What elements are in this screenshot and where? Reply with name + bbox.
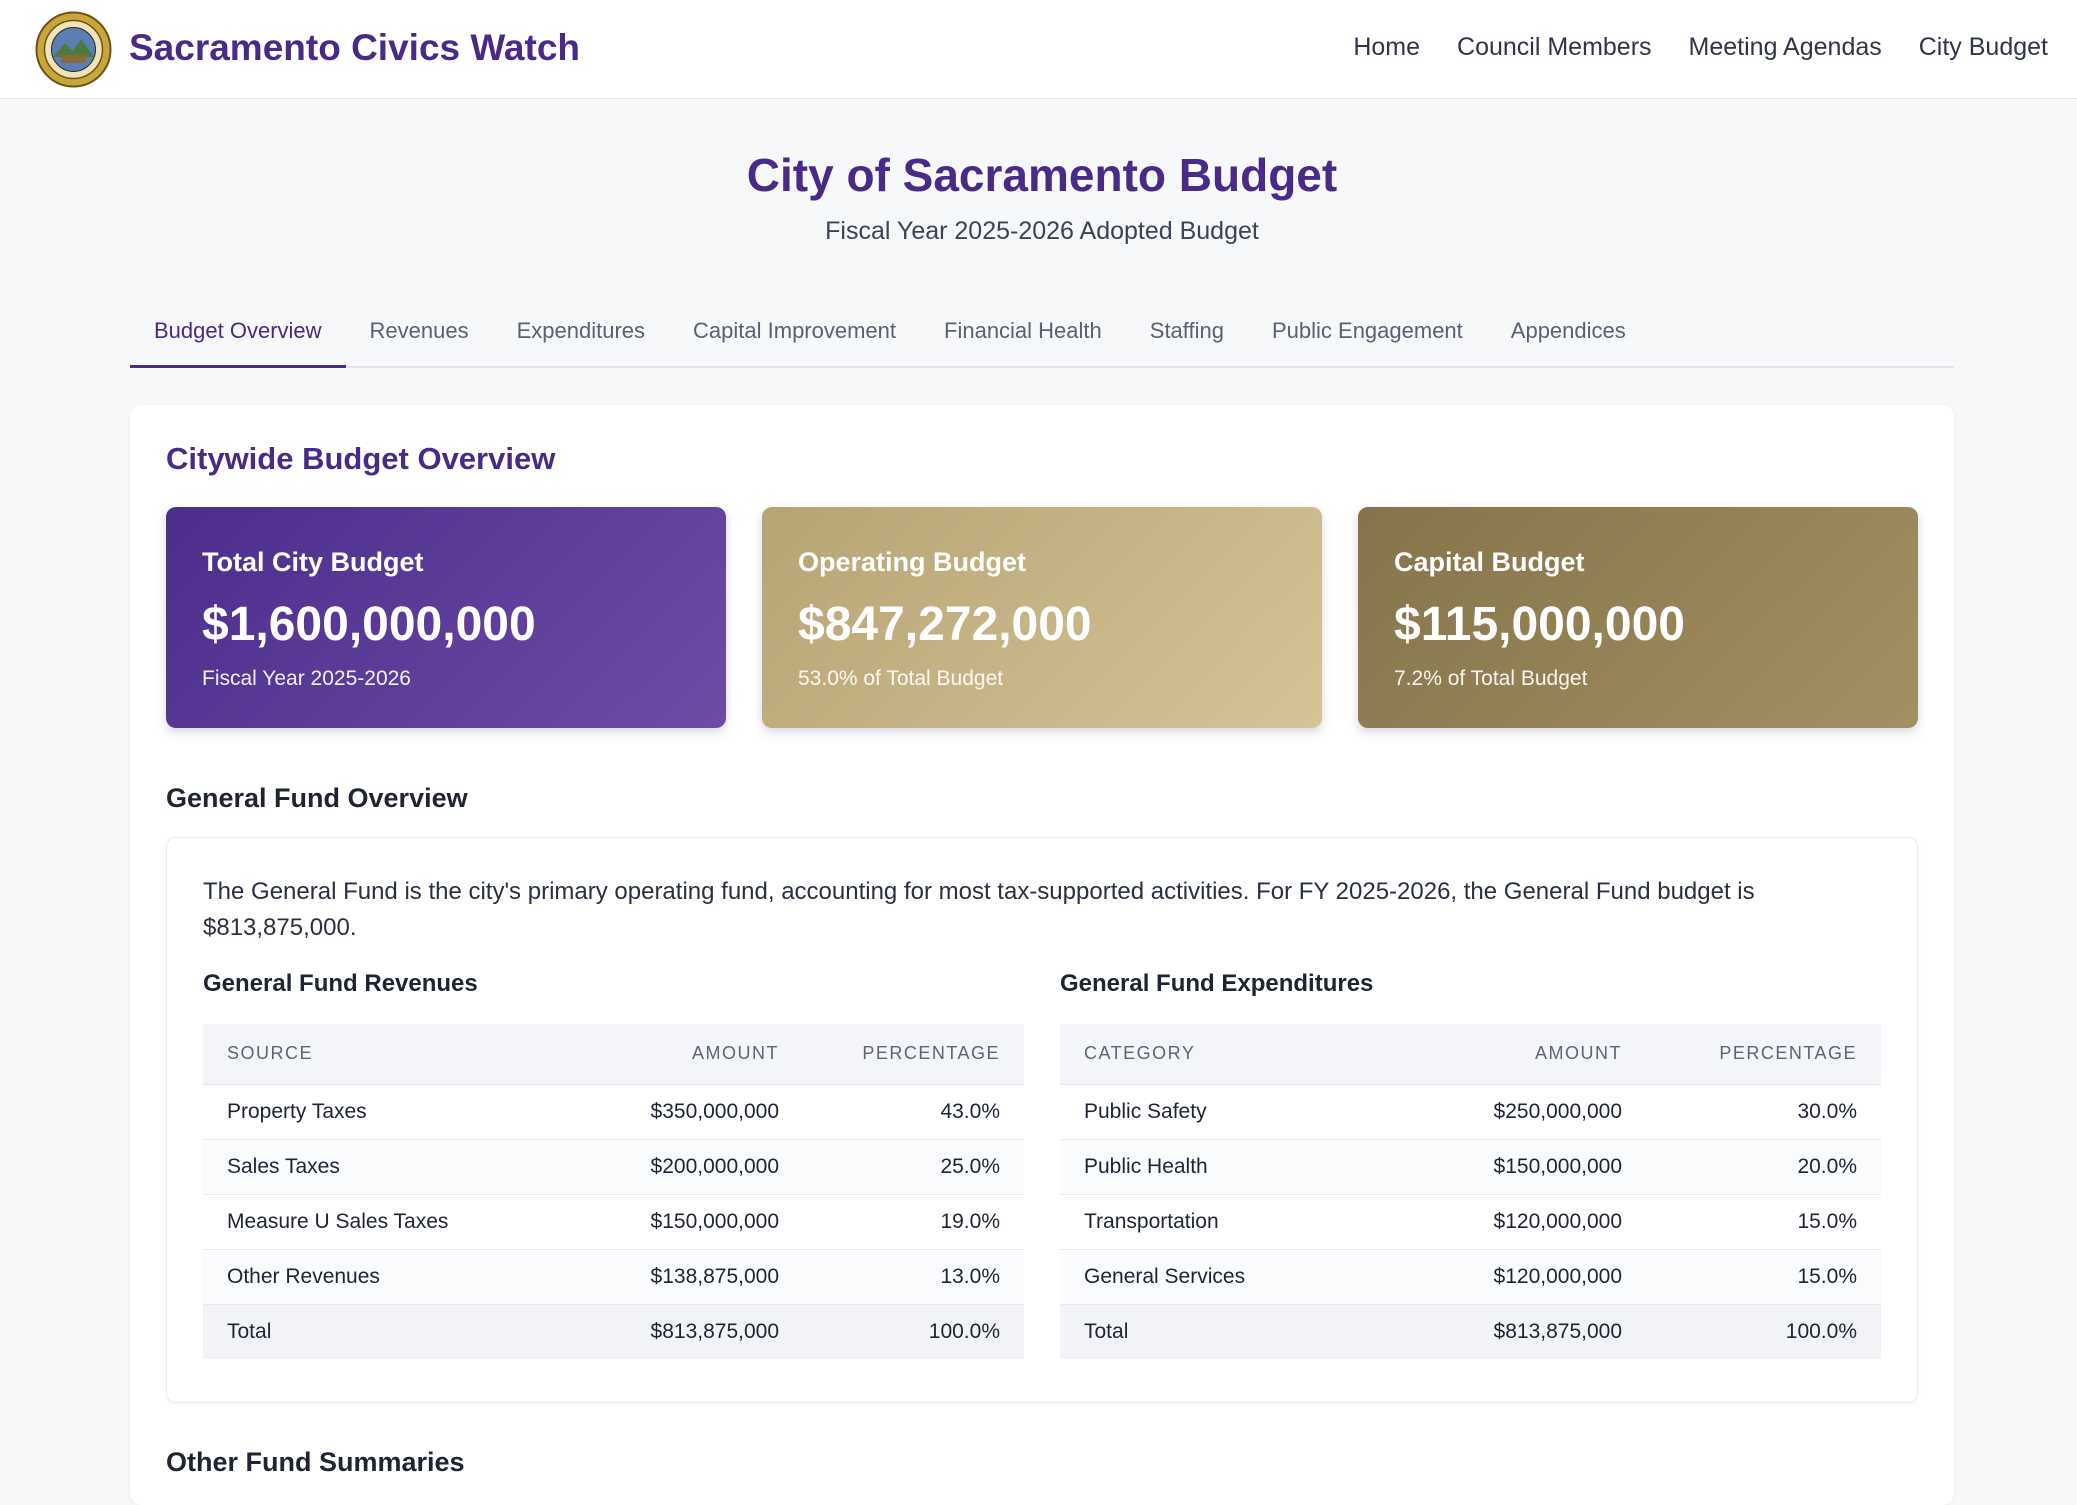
table-row: Property Taxes $350,000,000 43.0% <box>203 1084 1024 1140</box>
tab-public-engagement[interactable]: Public Engagement <box>1271 318 1463 343</box>
general-fund-title: General Fund Overview <box>166 783 468 813</box>
cell-category: Transportation <box>1060 1194 1360 1250</box>
stat-note: 53.0% of Total Budget <box>798 667 1004 690</box>
column-header-percentage: Percentage <box>1646 1024 1881 1085</box>
page-title: City of Sacramento Budget <box>746 149 1338 201</box>
cell-percentage: 43.0% <box>803 1084 1024 1140</box>
nav-home-link[interactable]: Home <box>1353 33 1421 61</box>
column-header-amount: Amount <box>603 1024 803 1085</box>
cell-category: Public Safety <box>1060 1084 1360 1140</box>
cell-total-label: Total <box>1060 1304 1360 1359</box>
cell-amount: $150,000,000 <box>603 1194 803 1250</box>
section-title: Citywide Budget Overview <box>166 441 556 476</box>
cell-source: Sales Taxes <box>203 1139 603 1195</box>
table-row: Measure U Sales Taxes $150,000,000 19.0% <box>203 1194 1024 1250</box>
column-header-category: Category <box>1060 1024 1360 1085</box>
cell-amount: $250,000,000 <box>1360 1084 1646 1140</box>
cell-amount: $350,000,000 <box>603 1084 803 1140</box>
main-nav: Home Council Members Meeting Agendas Cit… <box>1353 33 2048 62</box>
column-header-percentage: Percentage <box>803 1024 1024 1085</box>
stat-value: $847,272,000 <box>798 598 1092 651</box>
stat-label: Operating Budget <box>798 547 1026 577</box>
cell-amount: $120,000,000 <box>1360 1194 1646 1250</box>
nav-council-members-link[interactable]: Council Members <box>1457 33 1652 61</box>
nav-city-budget-link[interactable]: City Budget <box>1918 33 2048 61</box>
stat-label: Capital Budget <box>1394 547 1585 577</box>
tab-revenues[interactable]: Revenues <box>369 318 469 343</box>
cell-total-amount: $813,875,000 <box>1360 1304 1646 1359</box>
cell-percentage: 19.0% <box>803 1194 1024 1250</box>
table-header-row: Source Amount Percentage <box>203 1024 1024 1085</box>
cell-total-percentage: 100.0% <box>1646 1304 1881 1359</box>
cell-amount: $150,000,000 <box>1360 1139 1646 1195</box>
stat-note: Fiscal Year 2025-2026 <box>202 667 411 690</box>
cell-source: Measure U Sales Taxes <box>203 1194 603 1250</box>
tab-budget-overview[interactable]: Budget Overview <box>130 300 346 368</box>
tab-staffing[interactable]: Staffing <box>1149 318 1224 343</box>
table-row: Public Health $150,000,000 20.0% <box>1060 1139 1881 1195</box>
table-header-row: Category Amount Percentage <box>1060 1024 1881 1085</box>
general-fund-box: The General Fund is the city's primary o… <box>166 837 1918 1403</box>
column-header-source: Source <box>203 1024 603 1085</box>
stat-card-total-budget: Total City Budget $1,600,000,000 Fiscal … <box>166 507 726 728</box>
general-fund-description: The General Fund is the city's primary o… <box>203 878 1755 941</box>
cell-source: Other Revenues <box>203 1249 603 1305</box>
top-navigation-bar: Sacramento Civics Watch Home Council Mem… <box>0 0 2077 99</box>
nav-meeting-agendas-link[interactable]: Meeting Agendas <box>1688 33 1882 61</box>
cell-percentage: 20.0% <box>1646 1139 1881 1195</box>
cell-category: General Services <box>1060 1249 1360 1305</box>
tab-expenditures[interactable]: Expenditures <box>516 318 646 343</box>
tab-capital-improvement[interactable]: Capital Improvement <box>693 318 897 343</box>
cell-amount: $120,000,000 <box>1360 1249 1646 1305</box>
expenditures-table-title: General Fund Expenditures <box>1060 970 1374 997</box>
table-total-row: Total $813,875,000 100.0% <box>203 1304 1024 1359</box>
city-seal-logo[interactable] <box>35 11 112 88</box>
column-header-amount: Amount <box>1360 1024 1646 1085</box>
budget-tabs: Budget Overview Revenues Expenditures Ca… <box>130 300 1954 368</box>
stat-value: $1,600,000,000 <box>202 598 536 651</box>
page-subtitle: Fiscal Year 2025-2026 Adopted Budget <box>825 217 1259 245</box>
stat-label: Total City Budget <box>202 547 424 577</box>
cell-percentage: 13.0% <box>803 1249 1024 1305</box>
cell-percentage: 30.0% <box>1646 1084 1881 1140</box>
cell-total-percentage: 100.0% <box>803 1304 1024 1359</box>
expenditures-table: Category Amount Percentage Public Safety… <box>1060 1024 1881 1359</box>
cell-amount: $200,000,000 <box>603 1139 803 1195</box>
stat-value: $115,000,000 <box>1394 598 1685 651</box>
cell-category: Public Health <box>1060 1139 1360 1195</box>
table-row: Other Revenues $138,875,000 13.0% <box>203 1249 1024 1305</box>
table-total-row: Total $813,875,000 100.0% <box>1060 1304 1881 1359</box>
tab-financial-health[interactable]: Financial Health <box>944 318 1102 343</box>
cell-percentage: 25.0% <box>803 1139 1024 1195</box>
cell-source: Property Taxes <box>203 1084 603 1140</box>
budget-overview-panel: Citywide Budget Overview Total City Budg… <box>130 405 1954 1505</box>
stat-card-operating-budget: Operating Budget $847,272,000 53.0% of T… <box>762 507 1322 728</box>
cell-percentage: 15.0% <box>1646 1249 1881 1305</box>
revenues-table: Source Amount Percentage Property Taxes … <box>203 1024 1024 1359</box>
other-fund-summaries-title: Other Fund Summaries <box>166 1447 465 1477</box>
stat-card-capital-budget: Capital Budget $115,000,000 7.2% of Tota… <box>1358 507 1918 728</box>
cell-percentage: 15.0% <box>1646 1194 1881 1250</box>
stat-note: 7.2% of Total Budget <box>1394 667 1588 690</box>
table-row: Transportation $120,000,000 15.0% <box>1060 1194 1881 1250</box>
site-brand-title[interactable]: Sacramento Civics Watch <box>129 27 581 68</box>
table-row: Public Safety $250,000,000 30.0% <box>1060 1084 1881 1140</box>
cell-total-amount: $813,875,000 <box>603 1304 803 1359</box>
revenues-table-title: General Fund Revenues <box>203 970 478 997</box>
tab-appendices[interactable]: Appendices <box>1510 318 1626 343</box>
table-row: Sales Taxes $200,000,000 25.0% <box>203 1139 1024 1195</box>
cell-total-label: Total <box>203 1304 603 1359</box>
cell-amount: $138,875,000 <box>603 1249 803 1305</box>
table-row: General Services $120,000,000 15.0% <box>1060 1249 1881 1305</box>
